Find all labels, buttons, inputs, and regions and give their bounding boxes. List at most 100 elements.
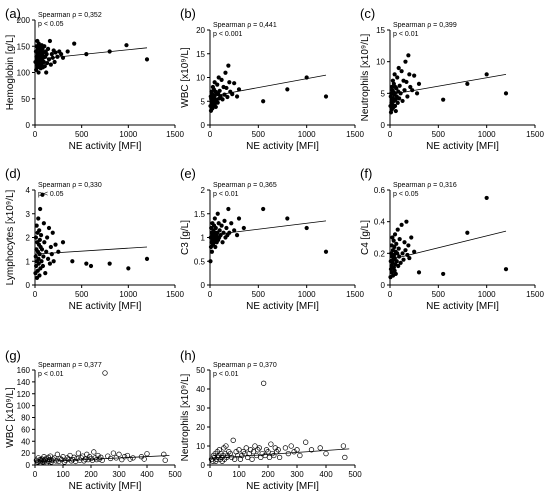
- data-point: [406, 53, 411, 58]
- data-point: [389, 84, 394, 90]
- data-point: [484, 195, 489, 201]
- data-point: [56, 249, 61, 254]
- data-point: [392, 91, 397, 96]
- panel-letter: (a): [5, 6, 21, 21]
- data-point: [266, 454, 273, 461]
- y-tick-label: 3: [26, 210, 31, 219]
- y-tick-label: 120: [17, 390, 31, 399]
- data-point: [503, 267, 509, 272]
- regression-line: [209, 448, 350, 459]
- data-point: [127, 456, 133, 462]
- data-point: [35, 455, 42, 461]
- data-point: [213, 456, 220, 462]
- data-point: [144, 451, 150, 457]
- data-point: [412, 249, 417, 254]
- y-tick-label: 0: [381, 281, 386, 290]
- data-point: [408, 84, 413, 90]
- data-point: [45, 235, 50, 240]
- data-point: [252, 443, 258, 449]
- spearman-label: Spearman ρ = 0,370: [213, 362, 277, 369]
- data-point: [282, 445, 289, 451]
- data-point: [399, 69, 404, 74]
- data-point: [503, 91, 509, 96]
- y-tick-label: 0.5: [194, 257, 206, 266]
- data-point: [406, 243, 411, 248]
- y-tick-label: 20: [196, 423, 205, 432]
- data-point: [50, 230, 55, 235]
- data-point: [232, 81, 237, 86]
- data-point: [303, 439, 309, 445]
- data-point: [98, 454, 104, 460]
- y-tick-label: 5: [381, 89, 386, 98]
- data-point: [398, 260, 403, 265]
- y-tick-label: 0.2: [374, 249, 386, 258]
- y-tick-label: 1.5: [194, 210, 206, 219]
- data-point: [230, 92, 235, 97]
- data-point: [39, 259, 44, 264]
- pvalue-label: p < 0.001: [213, 31, 242, 38]
- data-point: [61, 459, 68, 465]
- data-point: [407, 72, 412, 77]
- data-point: [396, 246, 401, 251]
- x-tick-label: 500: [75, 290, 89, 299]
- data-point: [403, 248, 408, 253]
- data-point: [40, 263, 46, 269]
- panel-letter: (c): [360, 6, 375, 21]
- y-tick-label: 50: [21, 95, 30, 104]
- data-point: [48, 62, 53, 67]
- data-point: [59, 52, 64, 57]
- data-point: [391, 81, 396, 86]
- data-point: [391, 252, 397, 258]
- data-point: [392, 232, 398, 237]
- data-point: [41, 254, 46, 259]
- data-point: [213, 225, 218, 231]
- data-point: [275, 447, 281, 453]
- x-tick-label: 0: [33, 470, 38, 479]
- data-point: [42, 64, 47, 69]
- x-tick-label: 100: [232, 470, 246, 479]
- data-point: [84, 261, 89, 266]
- data-point: [36, 70, 41, 75]
- x-tick-label: 500: [75, 130, 89, 139]
- data-point: [124, 43, 129, 48]
- pvalue-label: p < 0.01: [38, 371, 64, 378]
- data-point: [397, 83, 402, 88]
- y-axis-label: C4 [g/L]: [360, 220, 371, 255]
- y-tick-label: 0.6: [374, 186, 386, 195]
- data-point: [390, 235, 395, 240]
- data-point: [397, 96, 402, 101]
- data-point: [224, 85, 229, 91]
- data-point: [215, 211, 220, 216]
- regression-line: [34, 246, 148, 255]
- data-point: [47, 38, 53, 44]
- data-point: [70, 259, 75, 264]
- data-point: [402, 88, 407, 93]
- y-tick-label: 1: [26, 257, 31, 266]
- y-axis-label: Lymphocytes [x10⁹/L]: [5, 189, 16, 285]
- regression-line: [389, 73, 507, 95]
- data-point: [396, 263, 401, 269]
- data-point: [249, 456, 255, 462]
- data-point: [51, 455, 58, 461]
- panel-letter: (d): [5, 166, 21, 181]
- data-point: [36, 261, 41, 266]
- data-point: [119, 457, 125, 463]
- data-point: [220, 97, 225, 102]
- data-point: [304, 225, 309, 231]
- pvalue-label: p < 0.05: [38, 21, 64, 28]
- spearman-label: Spearman ρ = 0,316: [393, 182, 457, 189]
- spearman-label: Spearman ρ = 0,441: [213, 22, 277, 29]
- y-tick-label: 15: [196, 50, 205, 59]
- data-point: [75, 450, 82, 456]
- x-tick-label: 1000: [119, 130, 137, 139]
- data-point: [394, 259, 399, 264]
- data-point: [91, 449, 97, 455]
- data-point: [416, 270, 422, 275]
- y-tick-label: 20: [21, 449, 30, 458]
- x-tick-label: 1000: [478, 290, 496, 299]
- panel-letter: (g): [5, 348, 21, 363]
- data-point: [216, 75, 221, 80]
- data-point: [393, 97, 398, 102]
- y-tick-label: 150: [17, 42, 31, 51]
